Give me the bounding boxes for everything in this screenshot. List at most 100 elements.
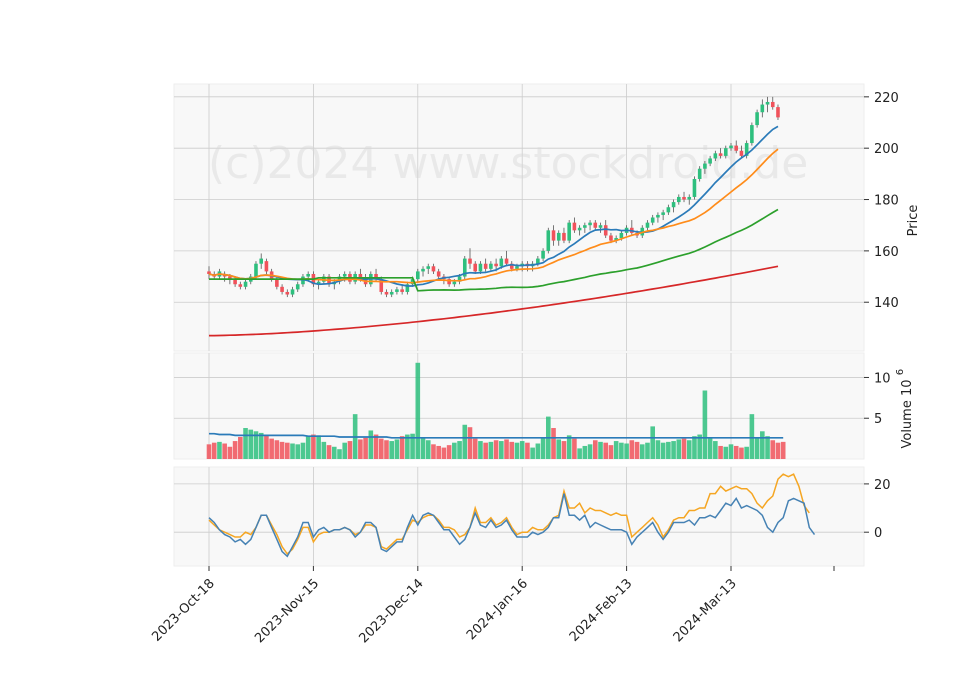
- candle-body: [431, 266, 436, 272]
- candle-body: [358, 273, 363, 280]
- volume-bar: [483, 442, 488, 459]
- candle-body: [473, 263, 478, 272]
- candle-body: [734, 145, 739, 151]
- candle-body: [405, 284, 410, 292]
- candle-body: [457, 276, 462, 282]
- volume-bar: [269, 438, 274, 459]
- volume-bar: [540, 437, 546, 459]
- candle-body: [750, 125, 754, 144]
- volume-bar: [384, 440, 389, 459]
- volume-bar: [389, 441, 394, 459]
- volume-bar: [509, 441, 515, 459]
- candle-body: [739, 150, 744, 156]
- candle-body: [389, 291, 394, 295]
- macd-y-tick-label: 20: [874, 478, 891, 493]
- volume-bar: [551, 428, 556, 459]
- volume-bar: [462, 424, 468, 459]
- volume-bar: [457, 441, 462, 459]
- volume-bar: [660, 442, 666, 459]
- volume-panel-bg: [173, 352, 865, 460]
- volume-bar: [514, 442, 520, 459]
- candle-body: [682, 196, 686, 200]
- ma-200-line: [209, 265, 779, 337]
- volume-y-tick-label: 10: [874, 371, 891, 386]
- volume-bar: [770, 440, 776, 459]
- volume-bar: [206, 444, 212, 459]
- volume-bar: [572, 438, 577, 459]
- price-axis-label: Price: [906, 205, 921, 237]
- candle-body: [238, 284, 243, 287]
- volume-panel: [206, 362, 786, 459]
- price-y-tick-label: 140: [874, 296, 899, 311]
- volume-bar: [410, 433, 415, 459]
- volume-bar: [749, 414, 755, 459]
- volume-bar: [452, 442, 457, 459]
- macd-panel-bg: [173, 466, 865, 567]
- candle-body: [713, 153, 718, 159]
- candle-body: [243, 281, 248, 287]
- volume-bar: [624, 443, 629, 459]
- volume-bar: [321, 441, 327, 459]
- candle-body: [494, 263, 498, 267]
- macd-y-tick-label: 0: [874, 526, 882, 541]
- volume-bar: [405, 434, 410, 459]
- volume-bar: [603, 442, 609, 459]
- volume-bar: [608, 445, 614, 459]
- x-tick-label: 2024-Mar-13: [671, 576, 740, 645]
- volume-bar: [561, 441, 567, 459]
- ma-50-line: [209, 208, 779, 292]
- candle-body: [697, 168, 702, 179]
- candle-body: [770, 101, 775, 108]
- volume-bar: [488, 441, 494, 459]
- volume-bar: [446, 445, 452, 459]
- volume-bar: [232, 441, 238, 459]
- volume-bar: [780, 441, 786, 459]
- candle-body: [275, 279, 279, 287]
- candle-body: [598, 225, 603, 228]
- volume-bar: [368, 430, 374, 459]
- volume-bar: [744, 446, 749, 459]
- x-tick-label: 2024-Jan-16: [464, 576, 531, 643]
- candle-body: [666, 207, 671, 213]
- candle-body: [603, 225, 608, 236]
- volume-bar: [394, 439, 400, 459]
- volume-bar: [519, 441, 525, 459]
- candle-body: [509, 263, 514, 269]
- candle-body: [410, 279, 415, 285]
- x-tick-label: 2023-Oct-18: [149, 576, 217, 644]
- candle-body: [207, 271, 211, 274]
- watermark: (c)2024 www.stockdroid.de: [208, 138, 808, 189]
- volume-bar: [264, 434, 269, 459]
- candle-body: [468, 258, 472, 264]
- volume-bar: [686, 440, 692, 459]
- volume-bar: [765, 436, 770, 459]
- volume-bar: [326, 445, 332, 459]
- volume-bar: [279, 441, 285, 459]
- candle-body: [337, 276, 342, 282]
- candle-body: [280, 286, 284, 292]
- candle-body: [567, 222, 571, 241]
- candle-body: [295, 284, 300, 290]
- volume-bar: [316, 435, 321, 459]
- candle-body: [776, 107, 780, 118]
- candle-body: [588, 222, 592, 226]
- candle-body: [400, 289, 404, 292]
- volume-bar: [754, 436, 760, 459]
- volume-bar: [331, 446, 337, 459]
- macd-line: [208, 493, 816, 558]
- volume-bar: [613, 441, 619, 459]
- volume-bar: [243, 428, 248, 459]
- volume-bar: [467, 427, 473, 459]
- volume-bar: [587, 444, 593, 459]
- price-y-tick-label: 220: [874, 91, 899, 106]
- volume-bar: [598, 441, 603, 459]
- volume-bar: [478, 441, 483, 459]
- candle-body: [744, 143, 749, 156]
- candle-body: [703, 163, 707, 169]
- x-tick-label: 2023-Dec-14: [357, 576, 427, 646]
- candle-body: [556, 232, 561, 241]
- volume-bar: [248, 429, 254, 459]
- candle-body: [661, 212, 665, 215]
- volume-ma-line: [209, 432, 784, 439]
